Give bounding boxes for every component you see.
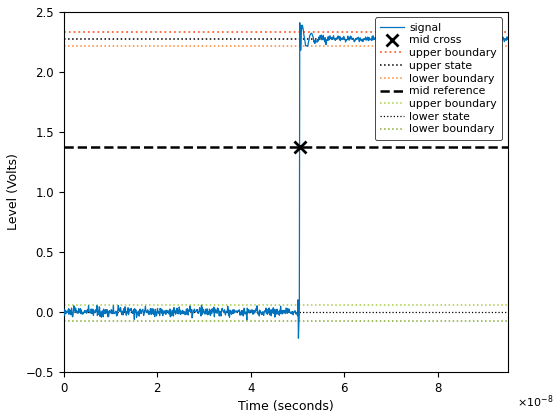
Y-axis label: Level (Volts): Level (Volts)	[7, 153, 20, 230]
Text: $\times10^{-8}$: $\times10^{-8}$	[517, 394, 553, 410]
X-axis label: Time (seconds): Time (seconds)	[238, 400, 334, 413]
Legend: signal, mid cross, upper boundary, upper state, lower boundary, mid reference, u: signal, mid cross, upper boundary, upper…	[375, 17, 502, 140]
